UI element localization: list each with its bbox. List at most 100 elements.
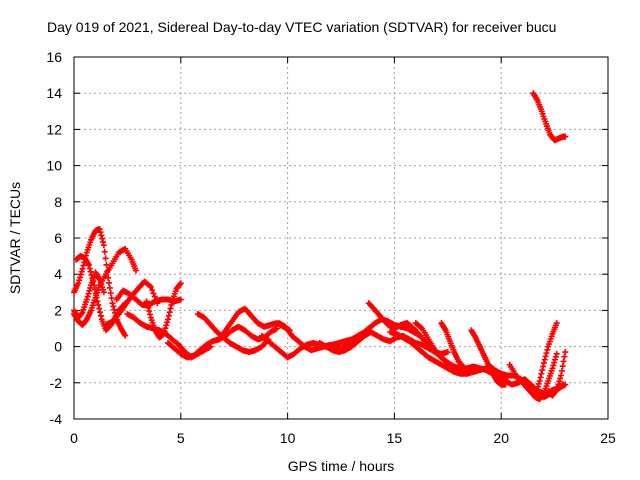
y-tick-label: 12: [46, 121, 62, 137]
x-tick-label: 5: [177, 430, 185, 446]
y-tick-label: 4: [54, 266, 62, 282]
y-tick-label: 8: [54, 194, 62, 210]
data-point: [540, 359, 547, 366]
data-point: [86, 287, 93, 294]
data-point: [560, 358, 567, 365]
y-tick-label: -2: [50, 375, 63, 391]
data-point: [561, 353, 568, 360]
data-point: [97, 309, 104, 316]
data-point: [177, 296, 184, 303]
data-point: [552, 353, 559, 360]
data-point: [101, 248, 108, 255]
y-tick-label: 6: [54, 230, 62, 246]
data-point: [168, 301, 175, 308]
data-point: [144, 301, 151, 308]
data-point: [76, 277, 83, 284]
y-tick-label: 2: [54, 302, 62, 318]
series-arc-22: [506, 350, 560, 403]
data-point: [150, 290, 157, 297]
x-tick-label: 20: [493, 430, 509, 446]
data-point: [165, 312, 172, 319]
data-point: [76, 274, 83, 281]
series-arc-25: [530, 90, 569, 144]
data-point: [97, 229, 104, 236]
axis-ticks: 0 5 10 15 20 25 -4 -2 0 2 4 6 8 10 12 14 16: [46, 49, 616, 446]
y-tick-label: -4: [50, 411, 63, 427]
series-arc-9: [164, 323, 280, 361]
data-point: [557, 375, 564, 382]
data-point: [468, 367, 475, 374]
data-point: [177, 280, 184, 287]
chart-title: Day 019 of 2021, Sidereal Day-to-day VTE…: [47, 19, 556, 35]
series-arc-4: [71, 269, 107, 321]
data-point: [107, 290, 114, 297]
data-point: [86, 265, 93, 272]
data-point: [542, 353, 549, 360]
data-point: [444, 349, 451, 356]
data-point: [535, 380, 542, 387]
series-arc-1: [71, 225, 129, 339]
data-point: [553, 350, 560, 357]
data-point: [149, 287, 156, 294]
data-point: [106, 279, 113, 286]
data-point: [147, 283, 154, 290]
data-point: [77, 271, 84, 278]
series-arc-23: [532, 320, 560, 399]
data-point: [85, 290, 92, 297]
data-point: [96, 225, 103, 232]
data-point: [145, 304, 152, 311]
data-point: [108, 295, 115, 302]
data-point: [543, 350, 550, 357]
data-point: [562, 381, 569, 388]
x-axis-label: GPS time / hours: [288, 458, 395, 474]
data-point: [273, 325, 280, 332]
x-tick-label: 15: [387, 430, 403, 446]
data-point: [558, 367, 565, 374]
x-tick-label: 0: [70, 430, 78, 446]
data-point: [562, 133, 569, 140]
y-tick-label: 0: [54, 339, 62, 355]
data-point: [80, 262, 87, 269]
data-point: [95, 301, 102, 308]
data-point: [502, 381, 509, 388]
data-point: [109, 300, 116, 307]
data-point: [544, 346, 551, 353]
y-tick-label: 16: [46, 49, 62, 65]
data-point: [532, 392, 539, 399]
data-point: [100, 238, 107, 245]
data-point: [163, 322, 170, 329]
data-point: [539, 367, 546, 374]
data-point: [93, 294, 100, 301]
data-point: [132, 267, 139, 274]
series-arc-10: [194, 311, 272, 356]
data-point: [550, 362, 557, 369]
x-tick-label: 10: [280, 430, 296, 446]
data-point: [162, 325, 169, 332]
y-tick-label: 14: [46, 85, 62, 101]
data-point: [558, 372, 565, 379]
data-point: [78, 310, 85, 317]
data-point: [92, 290, 99, 297]
data-point: [110, 303, 117, 310]
y-tick-label: 10: [46, 158, 62, 174]
data-point: [99, 235, 106, 242]
data-point: [91, 286, 98, 293]
data-point: [84, 293, 91, 300]
data-point: [536, 377, 543, 384]
data-point: [562, 349, 569, 356]
data-point: [559, 363, 566, 370]
data-point: [549, 365, 556, 372]
data-point: [556, 378, 563, 385]
data-point: [554, 384, 561, 391]
data-point: [166, 309, 173, 316]
data-point: [552, 356, 559, 363]
data-point: [534, 386, 541, 393]
data-point: [552, 388, 559, 395]
data-point: [555, 381, 562, 388]
data-point: [541, 356, 548, 363]
data-point: [540, 363, 547, 370]
data-point: [75, 280, 82, 287]
y-axis-label: SDTVAR / TECUs: [7, 182, 23, 294]
series-arc-19: [438, 320, 475, 374]
